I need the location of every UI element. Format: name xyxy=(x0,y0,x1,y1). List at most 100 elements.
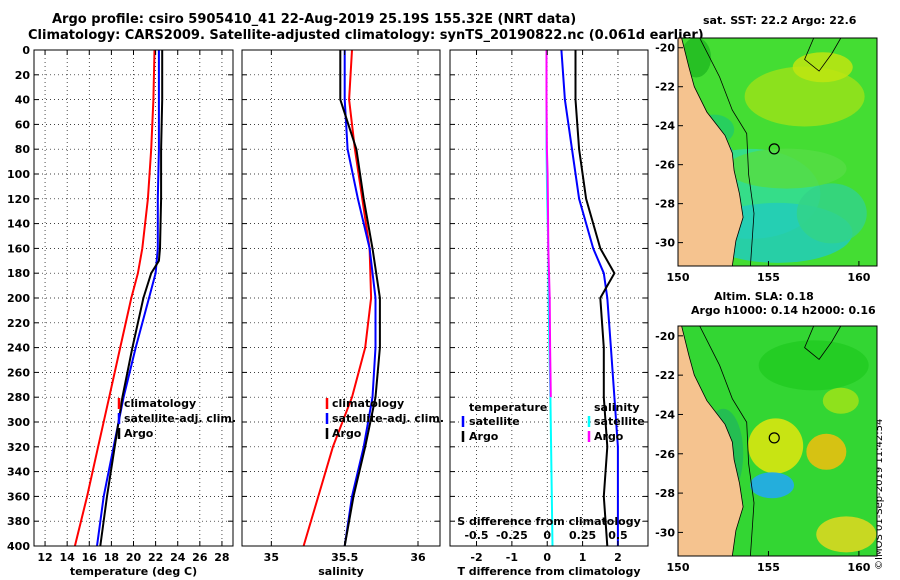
map-y-tick-label: -22 xyxy=(655,81,675,94)
sla-map-title: Altim. SLA: 0.18 xyxy=(714,290,814,303)
legend-label: satellite-adj. clim. xyxy=(332,412,444,425)
x-tick-label: 22 xyxy=(148,551,163,564)
x-tick-label: 2 xyxy=(614,551,622,564)
x-tick-label: 35.5 xyxy=(331,551,358,564)
y-tick-label: 240 xyxy=(7,342,30,355)
map-y-tick-label: -24 xyxy=(655,408,675,421)
map-y-tick-label: -26 xyxy=(655,448,675,461)
y-tick-label: 280 xyxy=(7,391,30,404)
sla-field-patch xyxy=(822,387,859,414)
y-tick-label: 140 xyxy=(7,218,30,231)
legend-label: satellite xyxy=(469,415,520,428)
shelf-contour xyxy=(699,326,755,556)
sst-field-patch xyxy=(796,183,867,244)
series-line-satellite-adj-clim- xyxy=(96,50,160,547)
x-tick-label: 18 xyxy=(104,551,119,564)
map-y-tick-label: -28 xyxy=(655,487,675,500)
x2-tick-label: 0.5 xyxy=(608,529,628,542)
series-line-t-satellite xyxy=(560,49,619,546)
sla-map-field xyxy=(678,326,877,556)
profile-panel-2: -2 -1 0 1 2T difference from climatology temp… xyxy=(449,49,649,578)
reef-contour xyxy=(804,38,842,72)
map-x-tick-label: 160 xyxy=(847,271,870,284)
x-tick-label: -1 xyxy=(506,551,518,564)
y-tick-label: 380 xyxy=(7,515,30,528)
map-x-tick-label: 155 xyxy=(757,561,780,574)
legend-label: satellite-adj. clim. xyxy=(124,412,236,425)
shelf-contour xyxy=(699,38,755,266)
argo-location-marker xyxy=(768,143,780,155)
sla-field-patch xyxy=(806,433,847,470)
x-tick-label: 28 xyxy=(214,551,229,564)
profile-panel-0: 0 20 40 60 80 100 120 140 160 180 200 220 240 260 280 3… xyxy=(7,44,236,578)
land-mass xyxy=(678,326,744,556)
x-tick-label: 20 xyxy=(126,551,142,564)
y-tick-label: 400 xyxy=(7,540,30,553)
sla-map: -20 -22 -24 -26 -28 -30 150 155 160 xyxy=(655,325,878,574)
sla-map-subtitle: Argo h1000: 0.14 h2000: 0.16 xyxy=(691,304,876,317)
y-tick-label: 120 xyxy=(7,193,30,206)
series-line-argo xyxy=(99,50,164,547)
legend-label: Argo xyxy=(332,427,362,440)
x-axis-label: T difference from climatology xyxy=(457,565,640,578)
reef-contour xyxy=(804,326,842,360)
map-x-tick-label: 150 xyxy=(667,561,690,574)
y-tick-label: 360 xyxy=(7,490,30,503)
sla-field-patch xyxy=(750,472,795,499)
y-tick-label: 180 xyxy=(7,267,30,280)
y-tick-label: 200 xyxy=(7,292,30,305)
y-tick-label: 0 xyxy=(22,44,30,57)
map-y-tick-label: -26 xyxy=(655,159,675,172)
legend-label: satellite xyxy=(594,415,645,428)
x2-tick-label: 0.25 xyxy=(569,529,596,542)
sla-field-patch xyxy=(816,516,877,553)
map-y-tick-label: -24 xyxy=(655,120,675,133)
sst-field-patch xyxy=(744,66,865,127)
series-line-argo xyxy=(339,50,381,547)
sst-map-title: sat. SST: 22.2 Argo: 22.6 xyxy=(703,14,857,27)
y-tick-label: 320 xyxy=(7,441,30,454)
x2-tick-label: -0.5 xyxy=(464,529,488,542)
x2-tick-label: 0 xyxy=(543,529,551,542)
land-mass xyxy=(678,38,744,266)
x-axis-label: salinity xyxy=(318,565,364,578)
legend-label: climatology xyxy=(124,397,196,410)
y-tick-label: 100 xyxy=(7,168,30,181)
series-line-s-argo xyxy=(545,50,552,398)
x-axis-label: temperature (deg C) xyxy=(70,565,197,578)
legend-heading-temperature: temperature xyxy=(469,401,547,414)
sla-field-patch xyxy=(758,340,869,391)
x-tick-label: 24 xyxy=(170,551,186,564)
x-tick-label: 35 xyxy=(264,551,279,564)
x-tick-label: 36 xyxy=(410,551,426,564)
series-line-t-argo xyxy=(574,50,616,547)
x-tick-label: 12 xyxy=(37,551,52,564)
x-tick-label: -2 xyxy=(470,551,482,564)
series-line-satellite-adj-clim- xyxy=(343,50,377,547)
y-tick-label: 60 xyxy=(15,118,31,131)
y-tick-label: 260 xyxy=(7,366,30,379)
argo-location-marker xyxy=(768,432,780,444)
map-y-tick-label: -30 xyxy=(655,526,675,539)
profile-panel-1: 35 35.5 36 salinity climatology satellite-adj… xyxy=(241,49,444,578)
legend-label: Argo xyxy=(594,430,624,443)
sst-map: -20 -22 -24 -26 -28 -30 150 155 160 xyxy=(655,37,878,284)
map-y-tick-label: -30 xyxy=(655,237,675,250)
x-tick-label: 0 xyxy=(543,551,551,564)
map-y-tick-label: -20 xyxy=(655,42,675,55)
map-y-tick-label: -28 xyxy=(655,198,675,211)
map-y-tick-label: -22 xyxy=(655,369,675,382)
x-tick-label: 1 xyxy=(579,551,587,564)
map-y-tick-label: -20 xyxy=(655,330,675,343)
x-tick-label: 14 xyxy=(60,551,76,564)
series-line-climatology xyxy=(302,49,373,547)
legend-heading-salinity: salinity xyxy=(594,401,640,414)
y-tick-label: 20 xyxy=(15,69,31,82)
sla-map-frame xyxy=(677,325,878,557)
figure-title-line1: Argo profile: csiro 5905410_41 22-Aug-20… xyxy=(52,12,577,27)
y-tick-label: 340 xyxy=(7,466,30,479)
y-tick-label: 300 xyxy=(7,416,30,429)
map-x-tick-label: 150 xyxy=(667,271,690,284)
